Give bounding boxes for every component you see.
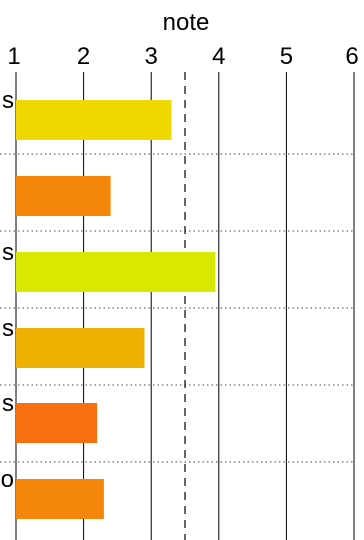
x-tick-label-4: 4	[212, 43, 225, 70]
grid-lines	[15, 72, 355, 540]
x-tick-label-6: 6	[345, 43, 358, 70]
category-label-3: s	[2, 239, 14, 266]
x-tick-label-3: 3	[145, 43, 158, 70]
category-label-4: s	[2, 315, 14, 342]
category-label-1: s	[2, 87, 14, 114]
bar-4	[16, 328, 145, 368]
bar-1	[16, 100, 172, 140]
bar-5	[16, 403, 98, 443]
x-tick-label-2: 2	[77, 43, 90, 70]
category-label-5: s	[2, 390, 14, 417]
category-label-6: o	[1, 466, 14, 493]
bar-2	[16, 176, 111, 216]
x-axis-title: note	[163, 9, 210, 36]
bar-6	[16, 479, 104, 519]
x-tick-label-5: 5	[280, 43, 293, 70]
bar-3	[16, 252, 216, 292]
category-separators	[0, 153, 354, 463]
category-labels: s s s s o	[1, 87, 14, 493]
bars	[16, 100, 216, 519]
x-tick-label-1: 1	[7, 43, 20, 70]
x-tick-labels: 1 2 3 4 5 6	[7, 43, 358, 70]
